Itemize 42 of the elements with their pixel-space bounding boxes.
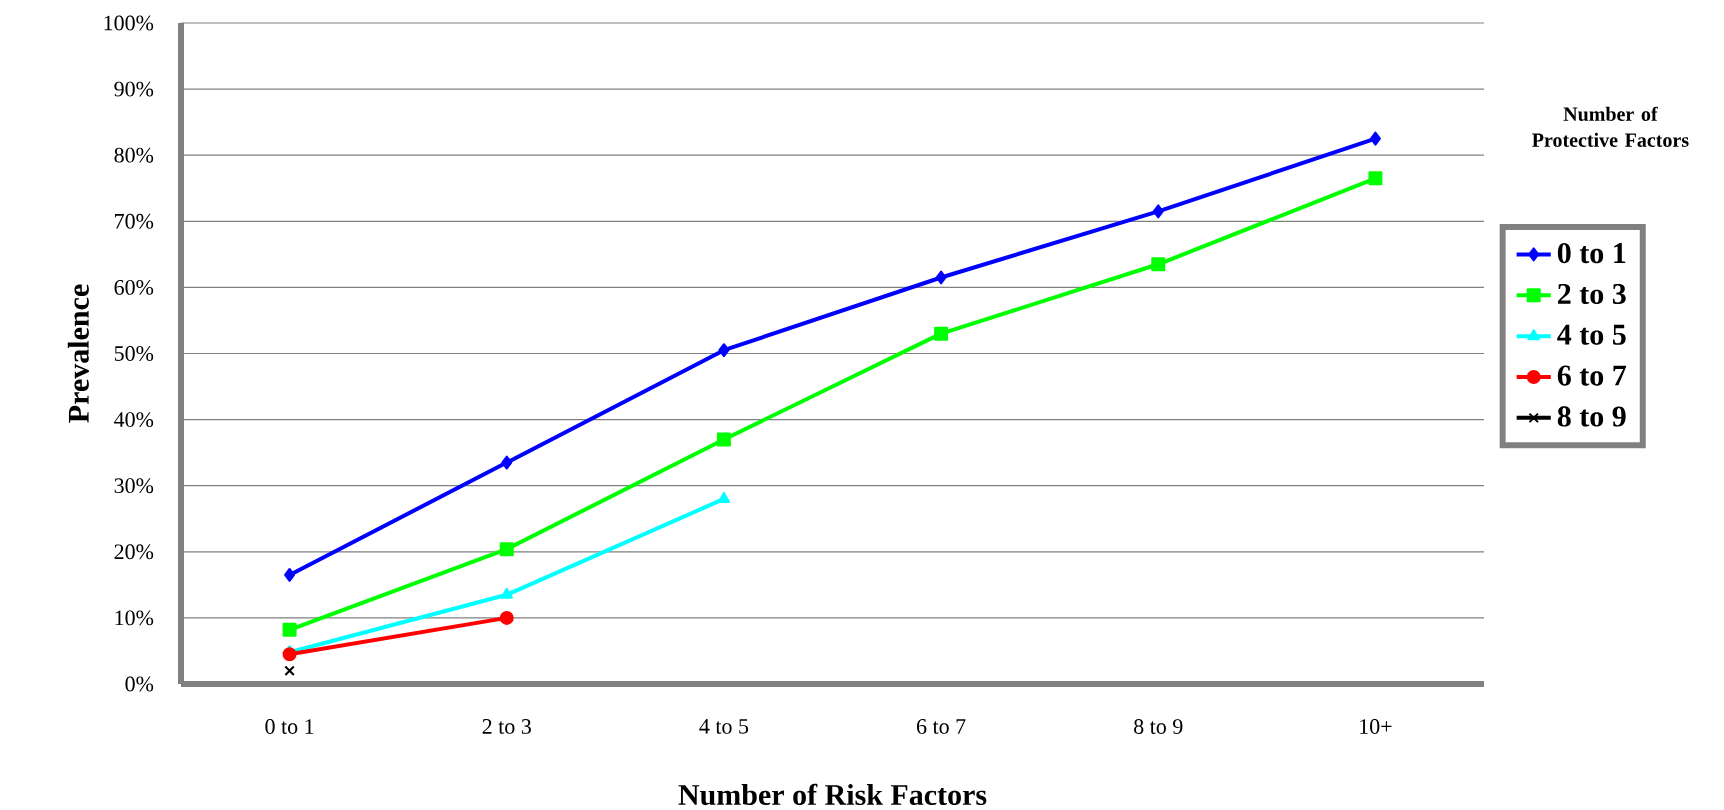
x-tick-label: 4 to 5 [699, 719, 749, 734]
legend-label: 8 to 9 [1557, 406, 1626, 427]
legend-label: 6 to 7 [1557, 365, 1627, 386]
point [500, 587, 513, 599]
x-axis-title: Number of Risk Factors [678, 783, 987, 806]
point [499, 610, 514, 625]
y-tick-label: 40% [114, 412, 154, 428]
y-tick-label: 50% [114, 346, 154, 361]
x-tick-label: 8 to 9 [1134, 719, 1183, 734]
point [499, 542, 514, 557]
point [284, 665, 295, 677]
point [1151, 257, 1166, 272]
y-tick-label: 60% [114, 279, 154, 295]
point [935, 270, 947, 285]
y-tick-label: 10% [115, 610, 154, 626]
y-tick-label: 20% [114, 544, 154, 560]
legend-label: 2 to 3 [1558, 283, 1626, 305]
y-tick-label: 30% [114, 478, 154, 494]
x-tick-label: 2 to 3 [482, 719, 531, 734]
y-axis-title: Prevalence [67, 284, 89, 423]
legend-title: Number of Protective Factors [1532, 106, 1689, 147]
x-tick-label: 10+ [1360, 719, 1392, 734]
point [717, 491, 731, 503]
point [718, 343, 730, 358]
point [1369, 131, 1381, 146]
y-tick-label: 80% [114, 147, 154, 163]
x-tick-label: 0 to 1 [265, 719, 314, 734]
y-tick-label: 100% [104, 15, 154, 31]
legend-label: 4 to 5 [1557, 324, 1626, 345]
x-tick-label: 6 to 7 [916, 719, 966, 734]
y-tick-label: 70% [115, 213, 154, 229]
point [1368, 171, 1383, 186]
legend-label: 0 to 1 [1557, 242, 1626, 264]
point [716, 432, 731, 447]
point [934, 326, 949, 341]
point [282, 622, 297, 637]
point [1152, 204, 1164, 219]
y-tick-label: 0% [125, 676, 154, 692]
y-tick-label: 90% [114, 81, 154, 97]
point [282, 647, 297, 662]
point [284, 567, 296, 582]
point [501, 455, 513, 470]
